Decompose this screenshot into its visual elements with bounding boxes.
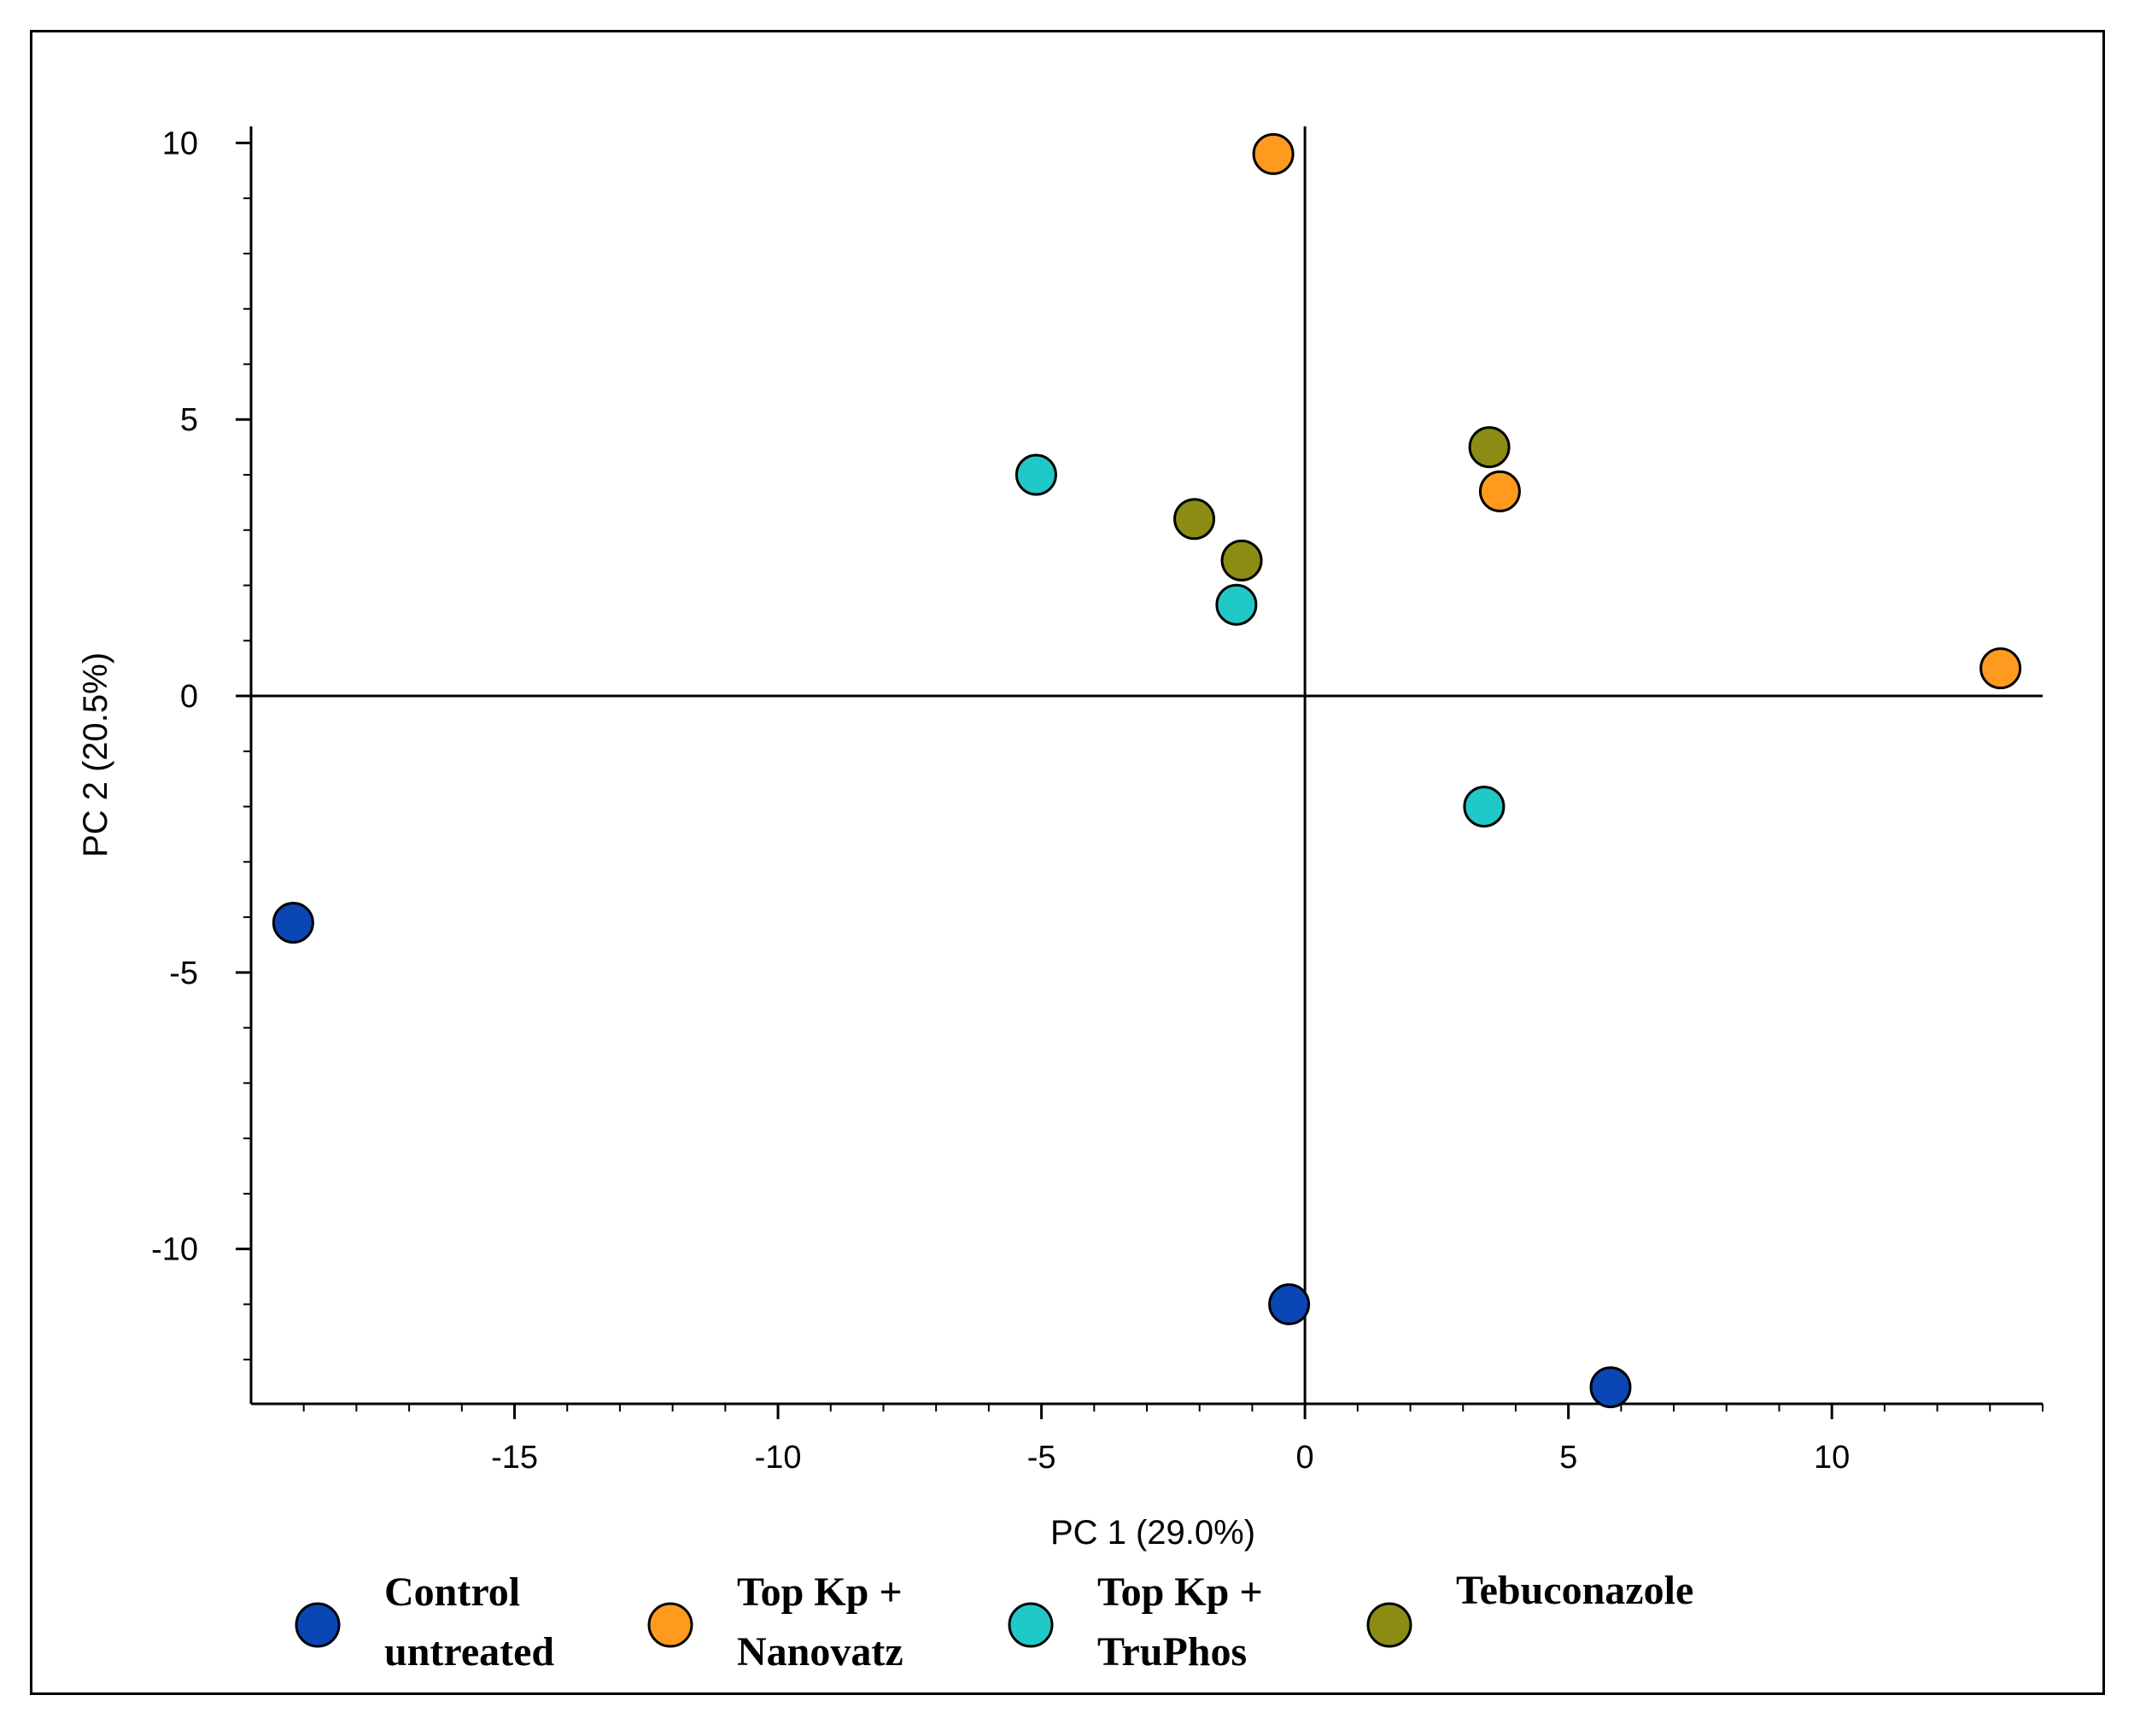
x-tick-label: -5 [1027, 1440, 1056, 1476]
y-tick-label: 10 [162, 126, 198, 161]
data-points [272, 132, 2022, 1409]
legend-marker-3 [1366, 1602, 1412, 1648]
x-tick-label: 5 [1559, 1440, 1577, 1476]
data-point-series-3 [1173, 498, 1216, 541]
y-tick-label: -10 [151, 1232, 198, 1268]
data-point-series-1 [1252, 132, 1295, 175]
y-axis-label: PC 2 (20.5%) [77, 652, 114, 857]
legend-label-0-line-1: untreated [384, 1629, 554, 1675]
legend-label-3: Tebuconazole [1456, 1568, 1693, 1613]
x-tick-label: -10 [755, 1440, 802, 1476]
major-ticks [236, 141, 1833, 1419]
axes [249, 126, 2043, 1406]
data-point-series-2 [1463, 786, 1506, 828]
data-point-series-1 [1478, 470, 1521, 512]
x-tick-label: 0 [1296, 1440, 1314, 1476]
data-point-series-1 [1979, 647, 2022, 690]
legend-label-2-line-0: Top Kp + [1097, 1569, 1263, 1615]
legend-label-2-line-1: TruPhos [1097, 1629, 1247, 1675]
legend-item-2: Top Kp + TruPhos [1008, 1569, 1263, 1675]
y-tick-label: 5 [180, 402, 198, 438]
legend-item-0: Control untreated [295, 1569, 554, 1675]
x-tick-label: 10 [1814, 1440, 1850, 1476]
legend-label-0-line-0: Control [384, 1569, 520, 1615]
minor-ticks [243, 197, 2044, 1412]
data-point-series-2 [1014, 453, 1057, 496]
figure-frame [30, 30, 2105, 1695]
legend-item-1: Top Kp + Nanovatz [647, 1569, 903, 1675]
tick-labels: -15 -10 -5 0 5 10 -10 -5 0 5 10 [151, 126, 1850, 1476]
data-point-series-3 [1468, 426, 1511, 469]
legend-label-1-line-0: Top Kp + [737, 1569, 903, 1615]
data-point-series-0 [1268, 1283, 1311, 1325]
y-tick-label: -5 [169, 956, 198, 991]
legend-marker-1 [647, 1602, 693, 1648]
data-point-series-0 [1589, 1366, 1632, 1409]
x-tick-label: -15 [491, 1440, 538, 1476]
legend-item-3: Tebuconazole [1366, 1568, 1693, 1648]
data-point-series-3 [1220, 539, 1263, 582]
legend-marker-0 [295, 1602, 341, 1648]
y-tick-label: 0 [180, 679, 198, 715]
data-point-series-2 [1215, 583, 1258, 626]
x-axis-label: PC 1 (29.0%) [1050, 1514, 1255, 1552]
legend-marker-2 [1008, 1602, 1054, 1648]
legend-label-1-line-1: Nanovatz [737, 1629, 903, 1675]
data-point-series-0 [272, 902, 314, 944]
